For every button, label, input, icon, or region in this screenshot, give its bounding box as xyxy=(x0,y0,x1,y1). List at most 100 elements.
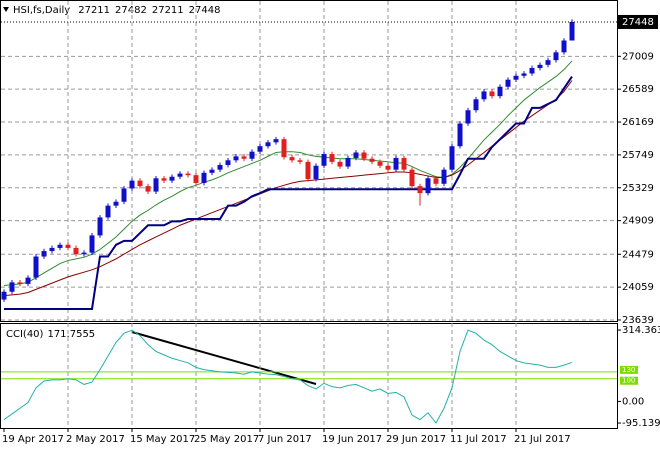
candle-body xyxy=(425,178,431,194)
cci-last: 171.7555 xyxy=(47,329,95,340)
candle-body xyxy=(385,165,391,170)
candle-body xyxy=(353,152,359,158)
candle-body xyxy=(185,173,191,176)
candle-body xyxy=(73,247,79,255)
x-tick-label: 19 Jun 2017 xyxy=(322,434,382,445)
candle-body xyxy=(177,173,183,177)
cci-header: CCI(40) 171.7555 xyxy=(6,329,95,340)
candle-body xyxy=(409,169,415,187)
candle-body xyxy=(193,175,199,183)
cci-pane-frame xyxy=(0,323,618,429)
indicator-line xyxy=(4,76,573,310)
candle-body xyxy=(153,178,159,192)
candle-body xyxy=(145,186,151,192)
candle-body xyxy=(65,244,71,248)
candle-body xyxy=(369,158,375,162)
candle-body xyxy=(433,178,439,184)
candle-body xyxy=(497,86,503,97)
symbol: HSI,fs,Daily xyxy=(13,5,70,16)
header-close: 27448 xyxy=(189,5,221,16)
y-tick-label: 26589 xyxy=(622,84,654,95)
x-tick-label: 19 Apr 2017 xyxy=(2,434,64,445)
cci-line xyxy=(3,329,573,424)
header: HSI,fs,Daily 27211 27482 27211 27448 xyxy=(13,5,220,16)
x-tick-label: 25 May 2017 xyxy=(194,434,259,445)
candle-body xyxy=(417,186,423,194)
candle-body xyxy=(481,91,487,100)
x-tick-label: 2 May 2017 xyxy=(66,434,125,445)
last-price-box xyxy=(618,14,658,29)
candle-body xyxy=(377,161,383,166)
y-tick-label: 27009 xyxy=(622,51,654,62)
y-tick-label: 25329 xyxy=(622,183,654,194)
candle-body xyxy=(97,217,103,236)
level-label: 100 xyxy=(622,377,635,385)
candle-body xyxy=(473,99,479,111)
candle-body xyxy=(273,139,279,143)
candle-body xyxy=(225,160,231,165)
x-tick-label: 15 May 2017 xyxy=(130,434,195,445)
candle-body xyxy=(393,157,399,170)
candle-body xyxy=(401,157,407,170)
y-tick-label: 23639 xyxy=(622,315,654,326)
candle-body xyxy=(89,235,95,253)
candle-body xyxy=(313,165,319,180)
candle-body xyxy=(297,160,303,162)
candle-body xyxy=(321,154,327,166)
candle-body xyxy=(265,142,271,147)
cci-title: CCI(40) xyxy=(6,329,44,340)
candle-body xyxy=(521,73,527,76)
candle-body xyxy=(337,161,343,167)
candle-body xyxy=(305,161,311,180)
candle-body xyxy=(529,67,535,74)
header-high: 27482 xyxy=(115,5,147,16)
candle-body xyxy=(505,79,511,87)
candle-body xyxy=(345,157,351,167)
price-pane-frame xyxy=(0,0,618,322)
candle-body xyxy=(537,64,543,68)
x-tick-label: 21 Jul 2017 xyxy=(514,434,571,445)
candle-body xyxy=(129,180,135,189)
candle-body xyxy=(57,244,63,248)
level-label: 130 xyxy=(622,366,635,374)
y-tick-label: 24059 xyxy=(622,282,654,293)
candle-body xyxy=(161,178,167,181)
level-box xyxy=(620,365,638,374)
candle-body xyxy=(217,164,223,170)
candle-body xyxy=(1,291,7,300)
candle-body xyxy=(545,60,551,65)
y-tick-label: 314.3633 xyxy=(622,325,660,336)
candle-body xyxy=(441,169,447,184)
candle-body xyxy=(457,123,463,147)
candle-body xyxy=(41,251,47,257)
candle-body xyxy=(33,256,39,278)
x-tick-label: 7 Jun 2017 xyxy=(258,434,312,445)
y-tick-label: 25749 xyxy=(622,150,654,161)
candle-body xyxy=(9,282,15,292)
candle-body xyxy=(569,21,575,41)
candle-body xyxy=(553,52,559,61)
candle-body xyxy=(449,146,455,170)
trend-line xyxy=(131,331,317,385)
candle-body xyxy=(137,180,143,187)
candle-body xyxy=(209,169,215,173)
candle-body xyxy=(281,139,287,158)
candle-body xyxy=(49,247,55,252)
candle-body xyxy=(25,277,31,284)
candle-body xyxy=(17,282,23,284)
header-open: 27211 xyxy=(78,5,110,16)
candle-body xyxy=(121,188,127,202)
menu-arrow[interactable] xyxy=(3,7,9,12)
candle-body xyxy=(329,154,335,162)
candle-body xyxy=(289,157,295,161)
candle-body xyxy=(465,110,471,124)
candle-body xyxy=(361,152,367,159)
indicator-line xyxy=(3,60,573,286)
candle-body xyxy=(169,176,175,181)
last-price-label: 27448 xyxy=(622,17,654,28)
candle-body xyxy=(257,146,263,152)
candle-body xyxy=(489,91,495,97)
